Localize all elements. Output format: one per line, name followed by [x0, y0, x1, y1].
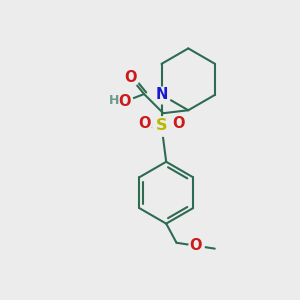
Text: O: O [124, 70, 137, 86]
Text: N: N [155, 87, 168, 102]
Text: O: O [189, 238, 202, 253]
Text: O: O [119, 94, 131, 109]
Text: S: S [156, 118, 167, 133]
Text: O: O [138, 116, 151, 131]
Text: H: H [109, 94, 119, 107]
Text: O: O [172, 116, 185, 131]
